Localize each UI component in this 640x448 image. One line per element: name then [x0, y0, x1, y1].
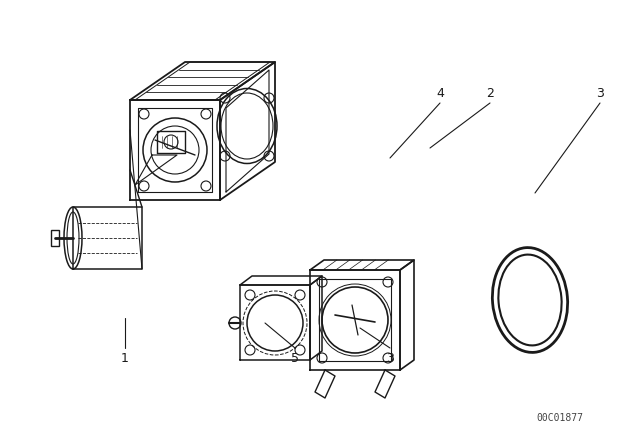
Text: 5: 5: [291, 352, 299, 365]
Bar: [51, 230, 59, 246]
Polygon shape: [315, 370, 335, 398]
Text: 2: 2: [486, 86, 494, 99]
Text: 4: 4: [436, 86, 444, 99]
Text: 1: 1: [121, 352, 129, 365]
Polygon shape: [375, 370, 395, 398]
Text: 3: 3: [386, 352, 394, 365]
Text: 00C01877: 00C01877: [536, 413, 584, 423]
Text: 3: 3: [596, 86, 604, 99]
